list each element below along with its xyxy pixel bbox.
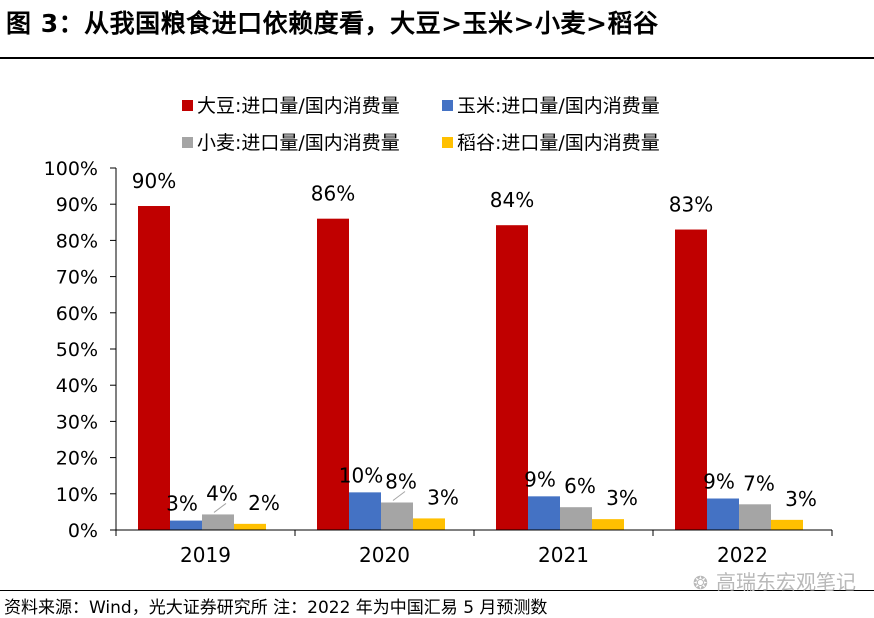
value-label-2021-series-2: 9% (524, 467, 556, 491)
y-tick-label: 20% (56, 448, 98, 470)
x-axis: 2019 2020 2021 2022 (115, 529, 833, 567)
value-label-2020-series-4: 3% (427, 485, 459, 509)
x-tick-label-2022: 2022 (717, 543, 768, 567)
leader-line (392, 491, 406, 501)
bar-2020-series-3 (381, 502, 413, 530)
source-note: 资料来源：Wind，光大证券研究所 注：2022 年为中国汇易 5 月预测数 (4, 598, 548, 618)
value-label-2022-series-2: 9% (703, 470, 735, 494)
value-label-2021-series-1: 84% (490, 188, 534, 212)
value-label-2021-series-3: 6% (564, 474, 596, 498)
bar-2021-series-2 (528, 496, 560, 530)
watermark-text: 高瑞东宏观笔记 (716, 570, 856, 594)
legend-swatch-1 (182, 100, 193, 111)
legend-swatch-4 (442, 137, 453, 148)
legend-swatch-2 (442, 100, 453, 111)
legend-label-2: 玉米:进口量/国内消费量 (457, 95, 660, 117)
value-label-2022-series-4: 3% (785, 487, 817, 511)
legend-swatch-3 (182, 137, 193, 148)
value-label-2019-series-1: 90% (132, 169, 176, 193)
bar-2022-series-1 (675, 229, 707, 531)
y-tick-label: 100% (44, 158, 98, 180)
y-tick-label: 50% (56, 339, 98, 361)
y-axis: 0% 10% 20% 30% 40% 50% 60% 70% 80% 90% 100% (44, 158, 117, 542)
wechat-icon: ❂ (692, 573, 708, 594)
bar-2020-series-1 (317, 218, 349, 530)
bar-2019-series-2 (170, 520, 202, 530)
bar-series (138, 206, 803, 531)
y-tick-label: 0% (68, 520, 98, 542)
y-tick-label: 60% (56, 303, 98, 325)
bar-2022-series-3 (739, 504, 771, 530)
value-label-2020-series-3: 8% (385, 469, 417, 493)
value-label-2020-series-2: 10% (339, 463, 383, 487)
figure-title: 图 3：从我国粮食进口依赖度看，大豆>玉米>小麦>稻谷 (6, 9, 659, 38)
x-tick-label-2021: 2021 (538, 543, 589, 567)
legend-label-4: 稻谷:进口量/国内消费量 (457, 132, 660, 154)
bar-2022-series-4 (771, 519, 803, 530)
y-tick-label: 30% (56, 411, 98, 433)
bar-2020-series-4 (413, 518, 445, 530)
bar-2021-series-4 (592, 519, 624, 530)
value-label-2020-series-1: 86% (311, 182, 355, 206)
value-labels: 90% 3% 4% 2% 86% 10% 8% 3% 84% 9% 6% 3% 83% 9% 7% 3% (132, 169, 817, 516)
bar-2022-series-2 (707, 498, 739, 530)
watermark: ❂ 高瑞东宏观笔记 (693, 566, 856, 595)
leader-line (213, 503, 227, 513)
footer-divider (0, 590, 874, 591)
bar-2019-series-4 (234, 523, 266, 530)
y-tick-label: 80% (56, 230, 98, 252)
bar-2019-series-3 (202, 514, 234, 530)
value-label-2022-series-3: 7% (743, 471, 775, 495)
y-tick-label: 10% (56, 484, 98, 506)
bar-2020-series-2 (349, 492, 381, 530)
title-divider (0, 57, 874, 59)
x-tick-label-2019: 2019 (180, 543, 231, 567)
y-tick-label: 90% (56, 194, 98, 216)
value-label-2019-series-3: 4% (206, 481, 238, 505)
bar-2021-series-1 (496, 225, 528, 531)
legend-label-1: 大豆:进口量/国内消费量 (197, 95, 400, 117)
y-tick-label: 40% (56, 375, 98, 397)
value-label-2021-series-4: 3% (606, 486, 638, 510)
bar-2019-series-1 (138, 206, 170, 530)
y-tick-label: 70% (56, 267, 98, 289)
value-label-2019-series-4: 2% (248, 491, 280, 515)
legend-label-3: 小麦:进口量/国内消费量 (197, 132, 400, 154)
bar-2021-series-3 (560, 507, 592, 530)
x-tick-label-2020: 2020 (359, 543, 410, 567)
value-label-2022-series-1: 83% (669, 193, 713, 217)
value-label-2019-series-2: 3% (166, 492, 198, 516)
